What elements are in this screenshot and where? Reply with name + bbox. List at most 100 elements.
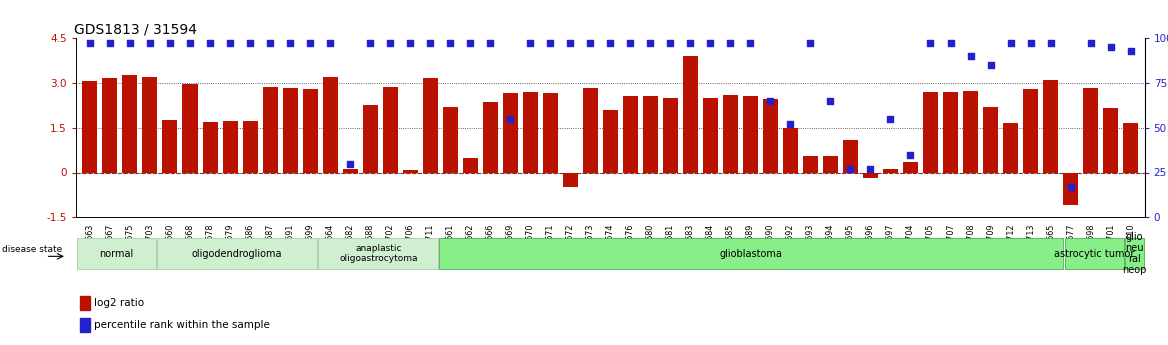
Point xyxy=(781,121,800,127)
Bar xyxy=(283,88,298,172)
Point xyxy=(481,41,500,46)
Text: anaplastic
oligoastrocytoma: anaplastic oligoastrocytoma xyxy=(339,244,418,263)
Point xyxy=(821,98,840,104)
Point xyxy=(961,53,980,59)
Bar xyxy=(843,140,858,172)
Point xyxy=(260,41,279,46)
Bar xyxy=(403,170,418,172)
Point xyxy=(561,41,579,46)
Point xyxy=(762,98,780,104)
FancyBboxPatch shape xyxy=(1125,238,1143,269)
Point xyxy=(420,41,439,46)
Bar xyxy=(162,120,178,172)
Bar xyxy=(103,78,118,172)
Point xyxy=(300,41,319,46)
Point xyxy=(701,41,719,46)
Bar xyxy=(863,172,878,178)
Bar xyxy=(443,107,458,172)
Point xyxy=(1001,41,1020,46)
Point xyxy=(461,41,480,46)
Point xyxy=(521,41,540,46)
Bar xyxy=(1023,89,1038,172)
FancyBboxPatch shape xyxy=(158,238,318,269)
Bar xyxy=(502,93,517,172)
Point xyxy=(341,161,360,166)
Bar xyxy=(964,91,978,172)
Point xyxy=(881,116,899,121)
Text: glioblastoma: glioblastoma xyxy=(719,249,783,258)
Point xyxy=(1021,41,1040,46)
Point xyxy=(280,41,299,46)
Text: glio
neu
ral
neop: glio neu ral neop xyxy=(1122,233,1147,275)
Point xyxy=(541,41,559,46)
Point xyxy=(661,41,680,46)
Point xyxy=(381,41,399,46)
Point xyxy=(81,41,99,46)
Bar xyxy=(1063,172,1078,205)
Point xyxy=(361,41,380,46)
Text: log2 ratio: log2 ratio xyxy=(95,298,145,308)
Point xyxy=(922,41,940,46)
Bar xyxy=(783,128,798,172)
Bar xyxy=(983,107,997,172)
Text: GDS1813 / 31594: GDS1813 / 31594 xyxy=(74,23,196,37)
Point xyxy=(681,41,700,46)
Bar xyxy=(823,156,837,172)
Bar xyxy=(142,77,158,172)
Point xyxy=(641,41,660,46)
Point xyxy=(841,166,860,172)
Point xyxy=(241,41,259,46)
Bar xyxy=(943,92,958,172)
Bar xyxy=(243,121,257,172)
Bar xyxy=(743,96,758,172)
Bar xyxy=(423,78,438,172)
Text: astrocytic tumor: astrocytic tumor xyxy=(1054,249,1134,258)
Bar xyxy=(923,92,938,172)
Point xyxy=(981,62,1000,68)
Bar xyxy=(362,105,377,172)
Text: disease state: disease state xyxy=(1,245,62,254)
Bar xyxy=(83,81,97,172)
Bar xyxy=(223,121,237,172)
Bar xyxy=(763,99,778,172)
Point xyxy=(221,41,239,46)
FancyBboxPatch shape xyxy=(1064,238,1124,269)
Point xyxy=(181,41,200,46)
Bar xyxy=(1103,108,1118,172)
Point xyxy=(1101,44,1120,50)
Bar xyxy=(1043,80,1058,172)
FancyBboxPatch shape xyxy=(77,238,157,269)
Bar xyxy=(642,96,658,172)
Text: oligodendroglioma: oligodendroglioma xyxy=(192,249,283,258)
Point xyxy=(201,41,220,46)
Point xyxy=(100,41,119,46)
Bar xyxy=(202,122,217,172)
Point xyxy=(861,166,880,172)
Bar xyxy=(583,88,598,172)
Point xyxy=(440,41,459,46)
Bar xyxy=(662,98,677,172)
Point xyxy=(902,152,920,157)
Text: normal: normal xyxy=(99,249,133,258)
Point xyxy=(721,41,739,46)
Bar xyxy=(1003,123,1018,172)
Point xyxy=(941,41,960,46)
Bar xyxy=(263,87,278,172)
Bar xyxy=(322,77,338,172)
Point xyxy=(321,41,340,46)
Bar xyxy=(1083,88,1098,172)
Text: percentile rank within the sample: percentile rank within the sample xyxy=(95,320,270,330)
Bar xyxy=(342,169,357,172)
Bar xyxy=(523,92,537,172)
Bar xyxy=(883,169,898,172)
Bar xyxy=(482,102,498,172)
Point xyxy=(741,41,759,46)
Bar xyxy=(543,93,558,172)
Bar xyxy=(303,89,318,172)
Point xyxy=(501,116,520,121)
Bar xyxy=(81,296,90,310)
Point xyxy=(1121,48,1140,53)
Point xyxy=(1041,41,1059,46)
Bar xyxy=(903,162,918,172)
Bar xyxy=(723,95,738,172)
